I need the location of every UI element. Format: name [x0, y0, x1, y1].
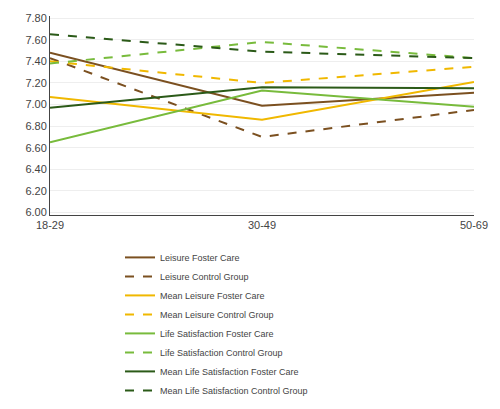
svg-text:7.80: 7.80 [25, 12, 46, 24]
svg-text:7.60: 7.60 [25, 34, 46, 46]
svg-text:Mean Life Satisfaction Control: Mean Life Satisfaction Control Group [160, 386, 308, 396]
svg-text:6.60: 6.60 [25, 142, 46, 154]
svg-text:Mean Leisure Control Group: Mean Leisure Control Group [160, 310, 274, 320]
svg-text:50-69: 50-69 [460, 219, 488, 231]
svg-text:Mean Leisure Foster Care: Mean Leisure Foster Care [160, 291, 265, 301]
svg-text:6.00: 6.00 [25, 206, 46, 218]
svg-text:6.20: 6.20 [25, 185, 46, 197]
svg-text:7.20: 7.20 [25, 77, 46, 89]
svg-text:Leisure Foster Care: Leisure Foster Care [160, 253, 240, 263]
svg-text:7.40: 7.40 [25, 55, 46, 67]
svg-text:Life Satisfaction Foster Care: Life Satisfaction Foster Care [160, 329, 274, 339]
svg-text:Mean Life Satisfaction Foster: Mean Life Satisfaction Foster Care [160, 367, 299, 377]
svg-text:30-49: 30-49 [248, 219, 276, 231]
svg-text:7.00: 7.00 [25, 98, 46, 110]
svg-text:Life Satisfaction Control Grou: Life Satisfaction Control Group [160, 348, 283, 358]
svg-text:6.40: 6.40 [25, 163, 46, 175]
svg-text:18-29: 18-29 [36, 219, 64, 231]
svg-text:Leisure Control Group: Leisure Control Group [160, 272, 249, 282]
svg-text:6.80: 6.80 [25, 120, 46, 132]
